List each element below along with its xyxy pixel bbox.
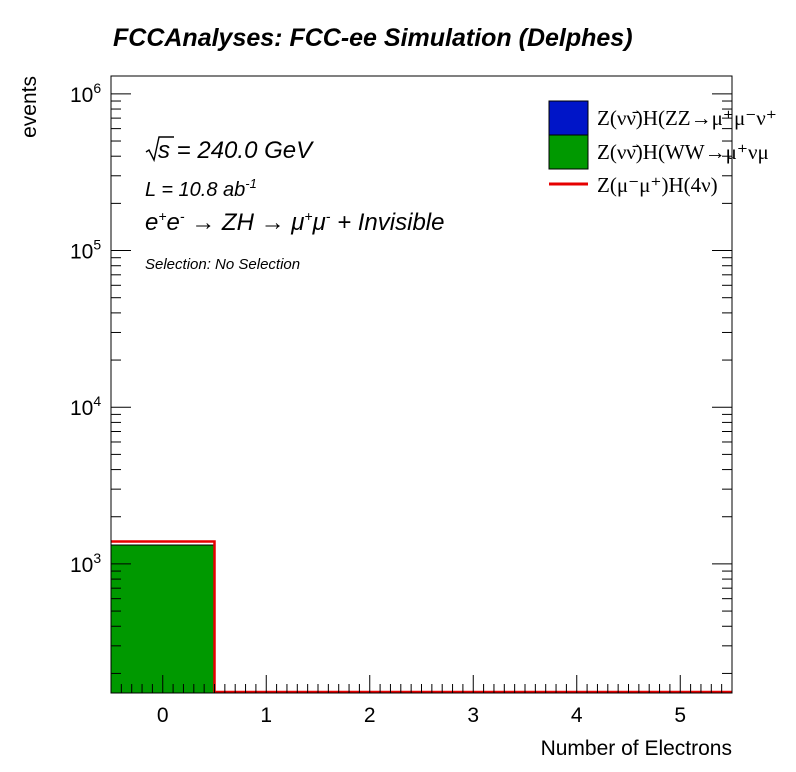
svg-text:s = 240.0 GeV: s = 240.0 GeV [158,137,314,164]
y-tick-label: 104 [70,393,101,420]
sqrt-s-text: s [158,137,170,164]
x-tick-label: 0 [157,704,169,727]
x-tick-label: 5 [674,704,686,727]
selection-annotation: Selection: No Selection [145,256,300,273]
energy-text: = 240.0 GeV [170,137,314,164]
x-tick-label: 3 [467,704,479,727]
legend: Z(νν̄)H(ZZ→μ⁺μ⁻ν⁺ Z(νν̄)H(WW→μ⁺νμ Z(μ⁻μ⁺)H… [548,100,777,197]
y-axis-ticks: 103 104 105 106 [70,80,732,674]
y-tick-label: 106 [70,80,101,107]
y-tick-label: 103 [70,550,101,577]
legend-swatch [548,100,589,136]
chart-title: FCCAnalyses: FCC-ee Simulation (Delphes) [113,24,633,52]
sqrt-symbol-icon [145,136,174,163]
legend-label: Z(νν̄)H(WW→μ⁺νμ [597,140,769,164]
x-tick-label: 2 [364,704,376,727]
bar-0-009900 [110,544,215,694]
process-annotation: e+e- → ZH → μ+μ- + Invisible [145,208,444,236]
bars-layer [110,544,215,694]
sqrt-s-annotation: s = 240.0 GeV [145,136,314,164]
x-tick-label: 4 [571,704,583,727]
x-axis-ticks: 0 1 2 3 4 5 [120,675,723,727]
legend-label: Z(νν̄)H(ZZ→μ⁺μ⁻ν⁺ [597,106,777,130]
y-tick-label: 105 [70,237,101,264]
luminosity-annotation: L = 10.8 ab-1 [145,176,257,201]
legend-swatch [548,134,589,170]
legend-label: Z(μ⁻μ⁺)H(4ν) [597,173,718,197]
x-tick-label: 1 [260,704,272,727]
x-axis-label: Number of Electrons [541,737,732,760]
y-axis-label: events [18,76,41,138]
